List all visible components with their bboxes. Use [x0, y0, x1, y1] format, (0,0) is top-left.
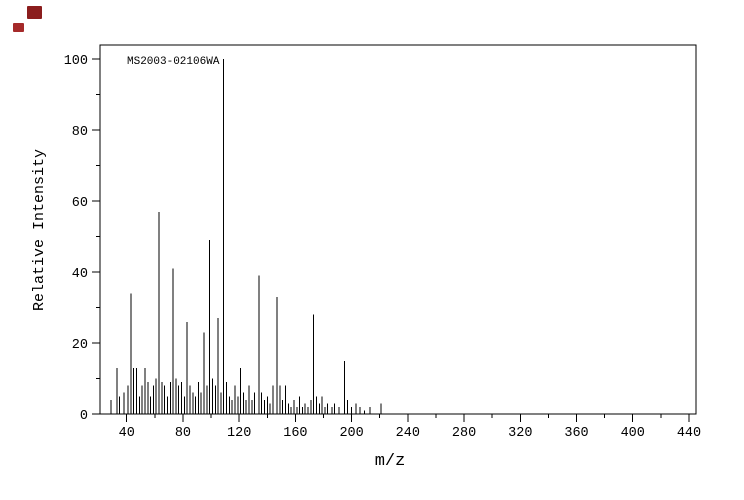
y-tick-label: 20: [72, 338, 88, 353]
spectrum-id-label: MS2003-02106WA: [127, 56, 220, 68]
x-tick-label: 200: [339, 426, 363, 441]
logo-fragment-icon: [27, 6, 42, 19]
plot-frame: [99, 44, 697, 415]
y-tick-label: 60: [72, 196, 88, 211]
x-tick-label: 40: [119, 426, 135, 441]
y-tick-label: 40: [72, 267, 88, 282]
logo-fragment-icon: [13, 23, 24, 32]
x-tick-label: 400: [621, 426, 645, 441]
x-tick-label: 80: [175, 426, 191, 441]
y-tick-label: 80: [72, 125, 88, 140]
tick-labels: 40 80 120 160 200 240 280 320 360 400 440 0 20 40 60 80…: [64, 54, 701, 441]
spectrum-peaks: [110, 59, 382, 414]
x-tick-label: 120: [227, 426, 251, 441]
axis-ticks: [92, 58, 690, 422]
y-tick-label: 0: [80, 409, 88, 424]
x-tick-label: 320: [508, 426, 532, 441]
x-tick-label: 240: [396, 426, 420, 441]
x-tick-label: 280: [452, 426, 476, 441]
x-axis-label: m/z: [374, 452, 406, 471]
x-tick-label: 440: [677, 426, 701, 441]
x-tick-label: 360: [564, 426, 588, 441]
y-tick-label: 100: [64, 54, 88, 69]
y-axis-label: Relative Intensity: [31, 148, 48, 312]
x-tick-label: 160: [283, 426, 307, 441]
